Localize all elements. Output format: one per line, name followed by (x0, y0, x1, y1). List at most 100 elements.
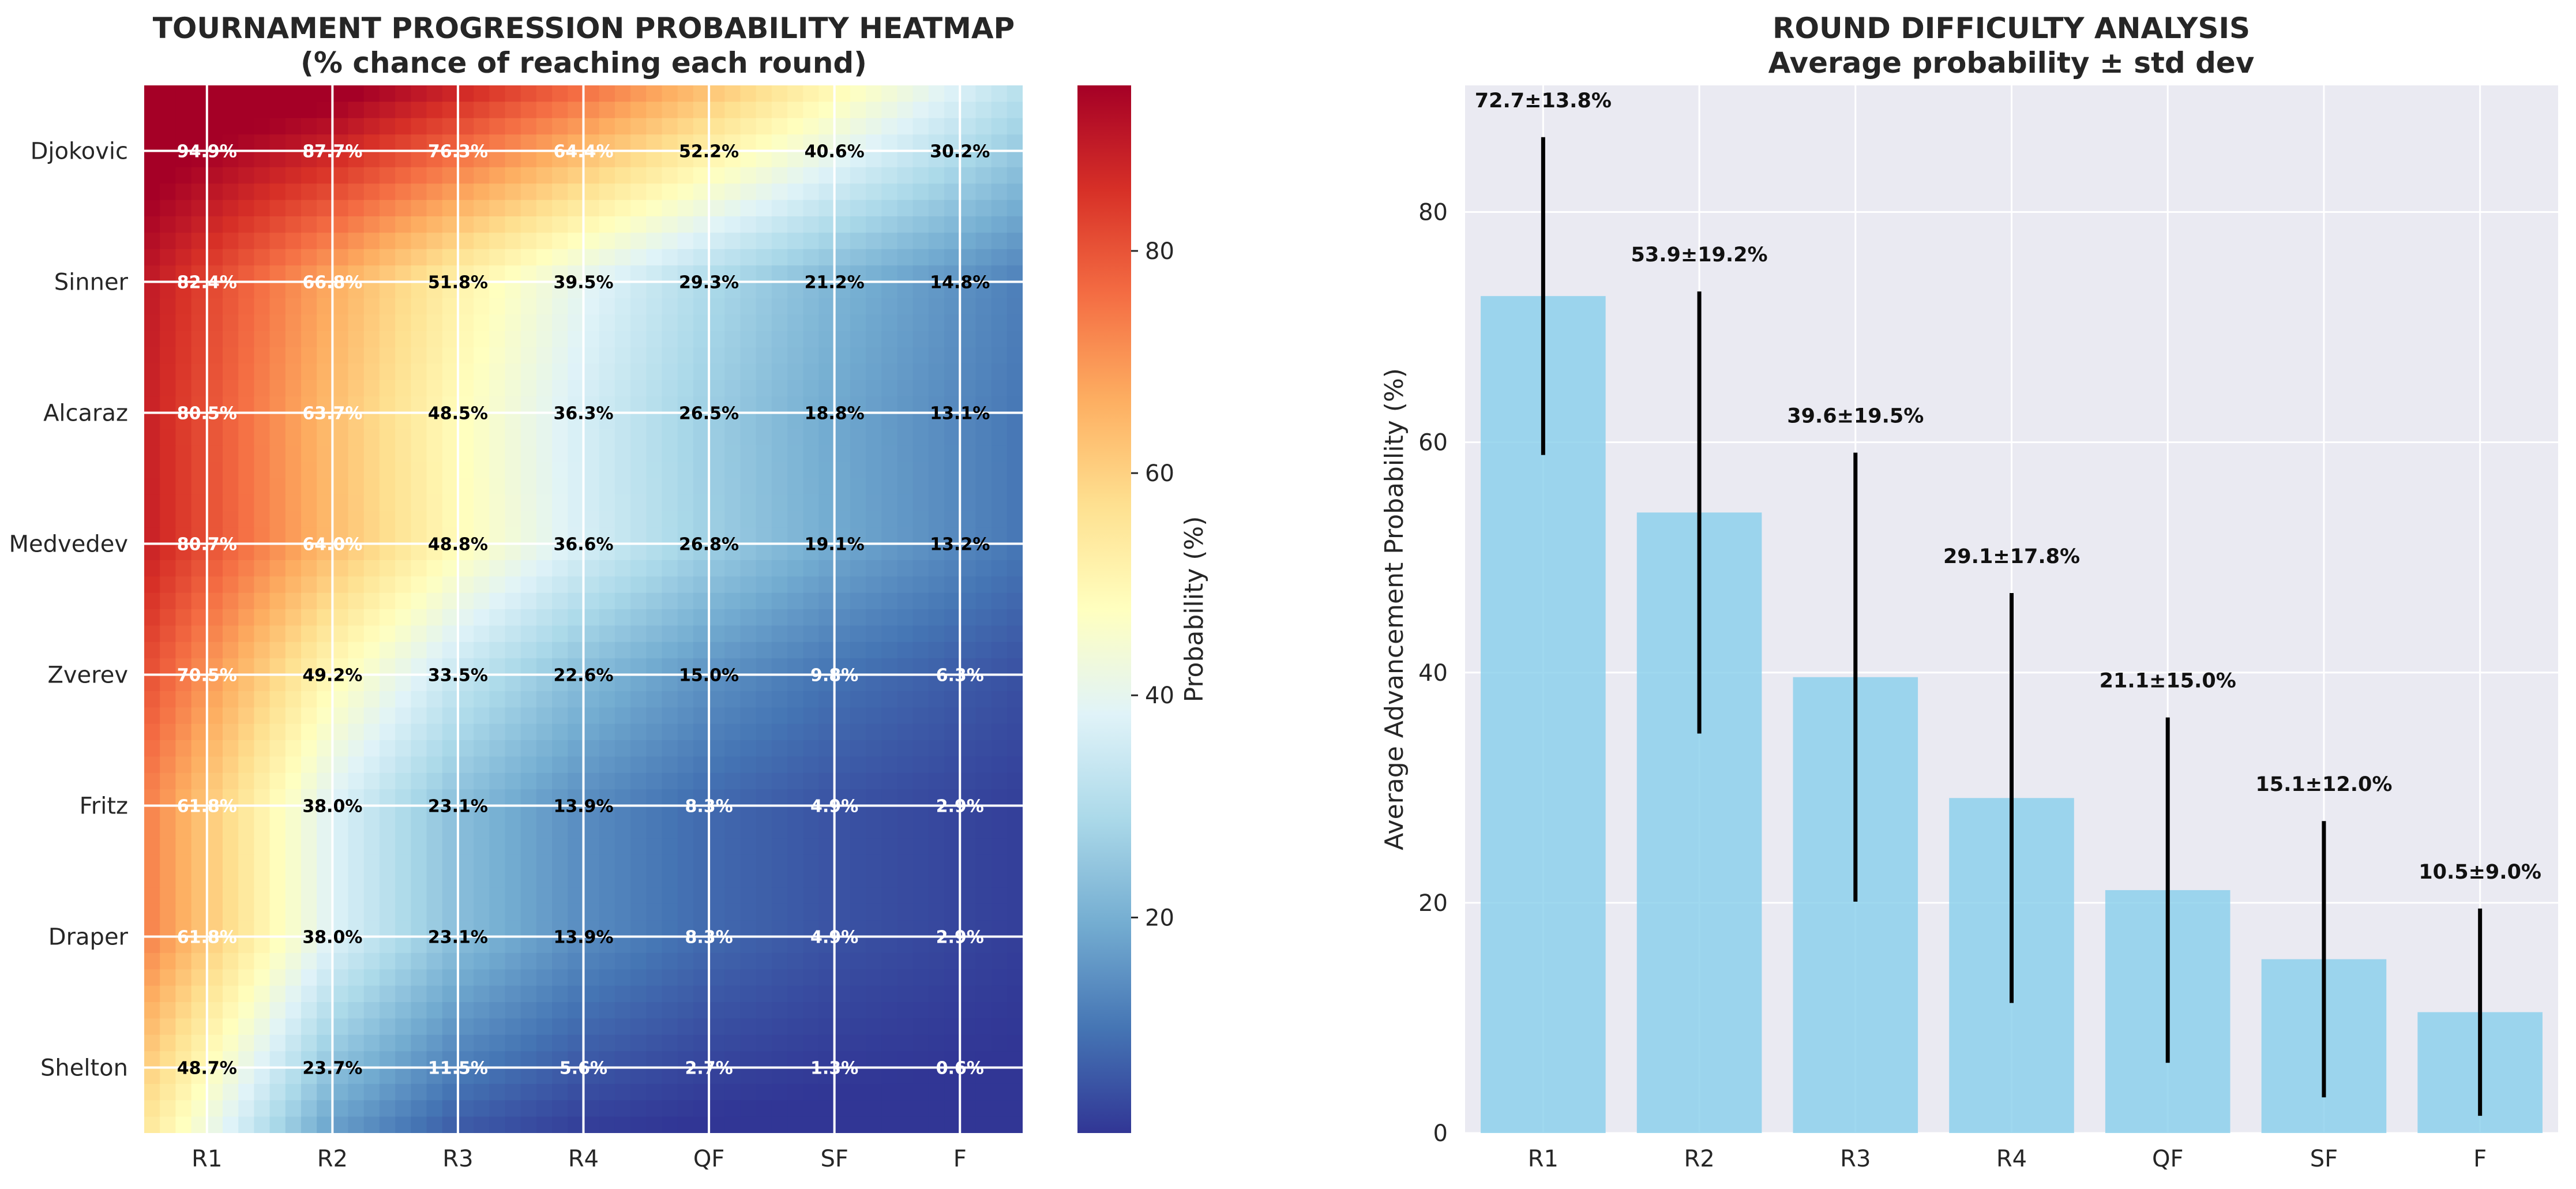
heatmap-cell (756, 772, 772, 790)
heatmap-cell (866, 658, 883, 676)
heatmap-cell (787, 560, 804, 577)
heatmap-cell (960, 1116, 977, 1133)
heatmap-cell (426, 1116, 443, 1133)
heatmap-cell (160, 151, 177, 168)
heatmap-cells (144, 85, 1023, 1133)
heatmap-cell (520, 249, 537, 267)
heatmap-cell (834, 396, 851, 414)
heatmap-cell (457, 887, 475, 905)
heatmap-cell (913, 511, 929, 528)
heatmap-cell (614, 118, 631, 136)
heatmap-cell (834, 871, 851, 888)
heatmap-cell (646, 1034, 663, 1052)
heatmap-cell (677, 642, 694, 659)
heatmap-cell (677, 609, 694, 627)
heatmap-cell (630, 969, 647, 987)
heatmap-cell (505, 1067, 521, 1085)
heatmap-cell (160, 298, 177, 316)
heatmap-cell (803, 592, 820, 610)
heatmap-cell (724, 854, 741, 872)
heatmap-cell (348, 511, 365, 528)
heatmap-cell (818, 494, 835, 512)
heatmap-cell (818, 805, 835, 823)
heatmap-cell (379, 658, 396, 676)
bar-value-labels: 72.7±13.8%53.9±19.2%39.6±19.5%29.1±17.8%… (1475, 89, 2541, 884)
heatmap-cell (395, 952, 412, 970)
heatmap-cell (552, 609, 569, 627)
heatmap-cell (646, 740, 663, 757)
heatmap-cell (395, 232, 412, 250)
heatmap-cell (975, 200, 992, 217)
heatmap-cell (505, 478, 521, 496)
heatmap-cell (850, 462, 866, 479)
heatmap-cell (614, 1034, 631, 1052)
heatmap-cell (348, 200, 365, 217)
heatmap-cell-label: 23.1% (428, 797, 488, 817)
heatmap-cell (442, 1100, 459, 1117)
heatmap-cell (191, 363, 208, 381)
heatmap-cell (599, 1083, 615, 1101)
heatmap-cell (269, 789, 286, 807)
heatmap-cell (866, 85, 883, 103)
heatmap-cell (520, 1067, 537, 1085)
heatmap-cell (489, 576, 506, 594)
heatmap-cell (850, 772, 866, 790)
heatmap-cell (175, 167, 192, 185)
heatmap-cell (1007, 756, 1023, 774)
heatmap-cell (144, 871, 161, 888)
heatmap-cell (756, 1067, 772, 1085)
bar-x-tick-label: SF (2310, 1146, 2338, 1172)
heatmap-cell (552, 740, 569, 757)
heatmap-cell (944, 232, 961, 250)
heatmap-cell (740, 625, 757, 643)
heatmap-cell (928, 576, 945, 594)
heatmap-cell (740, 331, 757, 348)
heatmap-cell (474, 576, 490, 594)
heatmap-cell (724, 642, 741, 659)
heatmap-cell (866, 1034, 883, 1052)
heatmap-cell (834, 429, 851, 447)
heatmap-cell (897, 216, 914, 234)
heatmap-cell (1007, 723, 1023, 741)
heatmap-cell (944, 511, 961, 528)
heatmap-cell (756, 642, 772, 659)
heatmap-cell (928, 265, 945, 283)
heatmap-cell (803, 625, 820, 643)
heatmap-cell (269, 282, 286, 299)
heatmap-cell (505, 854, 521, 872)
heatmap-cell (160, 232, 177, 250)
heatmap-cell (740, 707, 757, 725)
heatmap-cell (991, 216, 1008, 234)
heatmap-cell (222, 969, 239, 987)
heatmap-cell (175, 789, 192, 807)
heatmap-cell (583, 903, 600, 921)
heatmap-cell (677, 85, 694, 103)
heatmap-cell (897, 396, 914, 414)
heatmap-cell (175, 805, 192, 823)
heatmap-cell (599, 1051, 615, 1068)
heatmap-cell (724, 805, 741, 823)
heatmap-cell (144, 691, 161, 708)
heatmap-cell (191, 167, 208, 185)
heatmap-cell (787, 363, 804, 381)
heatmap-cell (254, 511, 271, 528)
heatmap-cell (269, 331, 286, 348)
heatmap-cell (222, 249, 239, 267)
heatmap-cell (301, 1018, 318, 1036)
heatmap-cell (395, 592, 412, 610)
heatmap-cell (191, 347, 208, 365)
heatmap-cell (552, 887, 569, 905)
heatmap-cell (332, 494, 349, 512)
heatmap-cell (693, 691, 709, 708)
heatmap-cell (928, 658, 945, 676)
heatmap-cell (834, 576, 851, 594)
heatmap-cell (771, 838, 788, 856)
heatmap-cell (599, 838, 615, 856)
heatmap-cell (724, 723, 741, 741)
heatmap-cell (536, 527, 553, 545)
heatmap-cell (474, 707, 490, 725)
heatmap-cell (363, 314, 380, 332)
heatmap-cell (379, 1100, 396, 1117)
heatmap-cell (222, 494, 239, 512)
heatmap-cell (630, 592, 647, 610)
